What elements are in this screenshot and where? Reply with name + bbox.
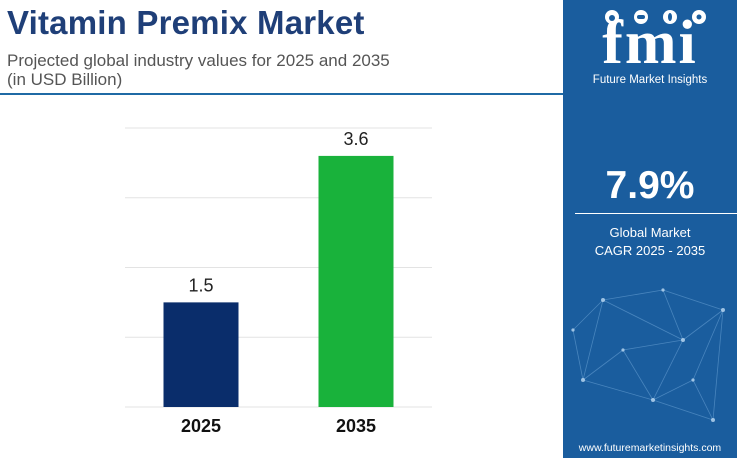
subtitle-line-1: Projected global industry values for 202… — [7, 51, 390, 70]
subtitle: Projected global industry values for 202… — [7, 51, 507, 89]
subtitle-line-2: (in USD Billion) — [7, 70, 123, 89]
x-tick-label-2035: 2035 — [336, 416, 376, 436]
website-link[interactable]: www.futuremarketinsights.com — [578, 442, 722, 454]
fmi-logo: fmi — [602, 9, 706, 74]
header-divider — [0, 93, 563, 95]
cagr-label: Global Market CAGR 2025 - 2035 — [563, 224, 737, 260]
cagr-divider — [575, 213, 737, 214]
page-title: Vitamin Premix Market — [7, 4, 365, 41]
network-background — [571, 288, 725, 422]
cagr-label-line-1: Global Market — [609, 225, 691, 240]
data-label-2035: 3.6 — [343, 129, 368, 149]
chart-bars — [163, 155, 394, 407]
bar-2035 — [318, 155, 394, 407]
bar-2025 — [163, 302, 239, 407]
cagr-label-line-2: CAGR 2025 - 2035 — [594, 243, 706, 258]
bar-chart: 1.5 2025 3.6 2035 — [125, 127, 432, 436]
data-label-2025: 1.5 — [188, 275, 213, 295]
chart-labels: 1.5 2025 3.6 2035 — [181, 129, 376, 436]
brand-name: Future Market Insights — [592, 74, 708, 86]
x-tick-label-2025: 2025 — [181, 416, 221, 436]
sidebar-panel: fmi Future Market Insights 7.9% Global M… — [563, 0, 737, 458]
cagr-value: 7.9% — [605, 164, 695, 207]
chart-panel: Vitamin Premix Market Projected global i… — [0, 4, 563, 436]
